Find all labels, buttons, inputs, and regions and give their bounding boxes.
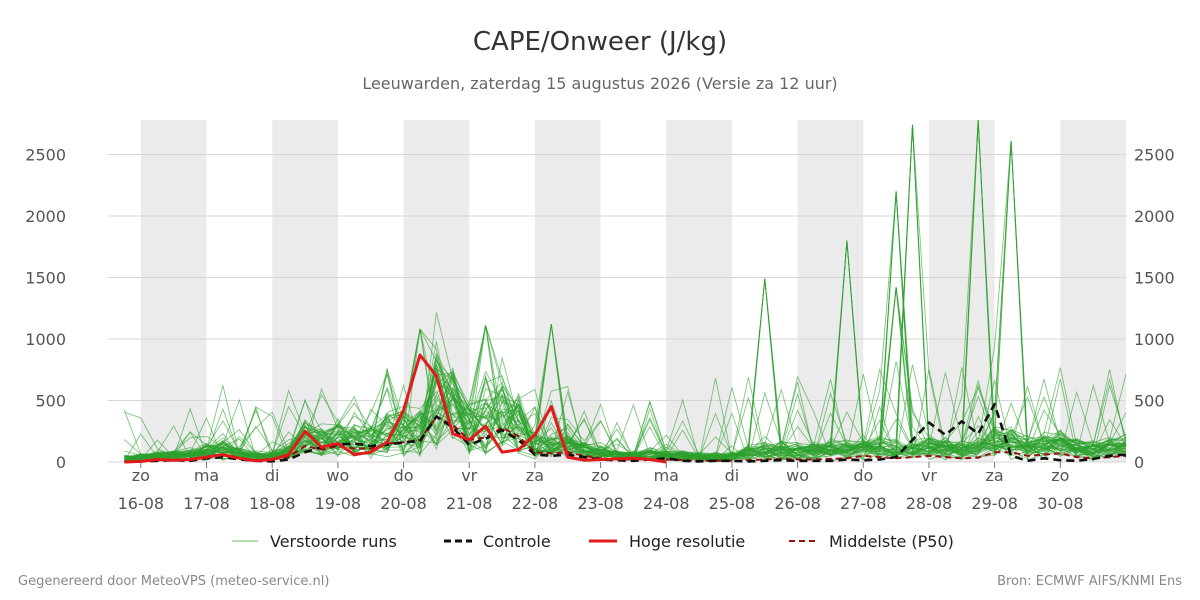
x-tick-date-1: 17-08 [183, 494, 230, 513]
y-tick-right-0: 0 [1134, 453, 1144, 472]
y-tick-left-2500: 2500 [25, 145, 66, 164]
x-tick-date-12: 28-08 [906, 494, 953, 513]
x-tick-day-6: za [526, 466, 544, 485]
x-tick-date-13: 29-08 [971, 494, 1018, 513]
day-band-3 [534, 120, 601, 462]
x-tick-day-8: ma [654, 466, 679, 485]
series-line-controle [124, 402, 1127, 464]
ensemble-member-line-48 [124, 325, 1127, 461]
ensemble-lines [123, 119, 1127, 463]
y-tick-right-1000: 1000 [1134, 330, 1175, 349]
x-tick-date-3: 19-08 [315, 494, 362, 513]
day-band-1 [272, 120, 338, 462]
x-tick-day-11: do [853, 466, 873, 485]
y-tick-left-2000: 2000 [25, 207, 66, 226]
series-line-hoge-resolutie [124, 353, 667, 464]
x-tick-day-4: do [394, 466, 414, 485]
chart-subtitle: Leeuwarden, zaterdag 15 augustus 2026 (V… [362, 74, 837, 93]
chart-title: CAPE/Onweer (J/kg) [473, 27, 727, 57]
x-tick-date-7: 23-08 [577, 494, 624, 513]
x-axis-ticks: zo 16-08 ma 17-08 di 18-08 wo 19-08 do 20-08 vr 21-… [118, 462, 1084, 513]
y-tick-left-1000: 1000 [25, 330, 66, 349]
x-tick-day-14: zo [1051, 466, 1069, 485]
x-tick-day-2: di [265, 466, 280, 485]
day-band-0 [140, 120, 207, 462]
legend-label-median: Middelste (P50) [829, 532, 954, 551]
y-tick-left-0: 0 [56, 453, 66, 472]
x-tick-date-14: 30-08 [1037, 494, 1084, 513]
x-tick-day-13: za [986, 466, 1004, 485]
y-tick-right-1500: 1500 [1134, 268, 1175, 287]
x-tick-date-8: 24-08 [643, 494, 690, 513]
day-shading [140, 120, 1126, 462]
ensemble-member-line-49 [124, 327, 1127, 461]
y-tick-left-500: 500 [35, 391, 66, 410]
x-tick-date-10: 26-08 [774, 494, 821, 513]
day-band-5 [797, 120, 864, 462]
x-tick-date-0: 16-08 [118, 494, 165, 513]
main-series-lines [124, 353, 1127, 464]
x-tick-date-11: 27-08 [840, 494, 887, 513]
y-tick-left-1500: 1500 [25, 268, 66, 287]
y-tick-right-500: 500 [1134, 391, 1165, 410]
x-tick-day-3: wo [326, 466, 349, 485]
legend-label-ensemble: Verstoorde runs [270, 532, 397, 551]
legend-label-hires: Hoge resolutie [629, 532, 745, 551]
legend-label-control: Controle [483, 532, 551, 551]
x-tick-day-10: wo [786, 466, 809, 485]
x-tick-day-5: vr [461, 466, 477, 485]
series-line-middelste-p50- [124, 415, 1127, 463]
gridlines [108, 153, 1126, 463]
x-tick-date-5: 21-08 [446, 494, 493, 513]
x-tick-day-12: vr [921, 466, 937, 485]
footer-generator: Gegenereerd door MeteoVPS (meteo-service… [18, 574, 329, 589]
ensemble-member-line-46 [124, 287, 1127, 463]
x-tick-date-9: 25-08 [709, 494, 756, 513]
x-tick-date-6: 22-08 [512, 494, 559, 513]
y-tick-right-2000: 2000 [1134, 207, 1175, 226]
day-band-6 [928, 120, 995, 462]
x-tick-day-1: ma [194, 466, 219, 485]
x-tick-day-7: zo [591, 466, 609, 485]
x-tick-day-9: di [725, 466, 740, 485]
x-tick-day-0: zo [132, 466, 150, 485]
y-axis-ticks: 0 0 500 500 1000 1000 1500 1500 2000 2000 2500 2500 [25, 145, 1174, 472]
x-tick-date-2: 18-08 [249, 494, 296, 513]
x-tick-date-4: 20-08 [380, 494, 427, 513]
day-band-7 [1060, 120, 1126, 462]
footer-source: Bron: ECMWF AIFS/KNMI Ens [997, 574, 1182, 589]
y-tick-right-2500: 2500 [1134, 145, 1175, 164]
legend: Verstoorde runs Controle Hoge resolutie … [232, 532, 954, 551]
